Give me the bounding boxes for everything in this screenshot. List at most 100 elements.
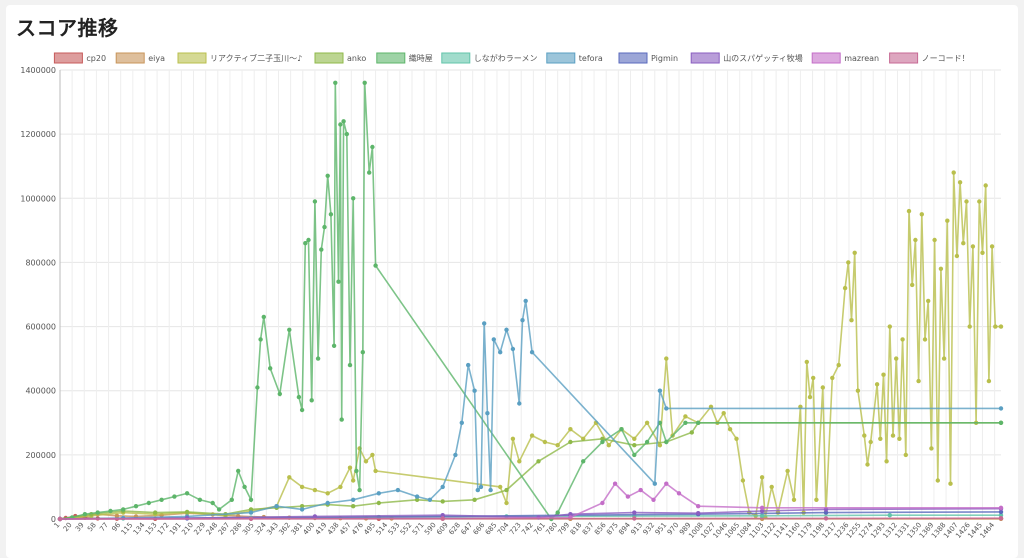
data-point: [970, 244, 976, 249]
data-point: [823, 510, 829, 515]
data-point: [248, 510, 254, 515]
data-point: [536, 459, 541, 464]
data-point: [347, 465, 353, 470]
data-point: [977, 199, 982, 204]
legend-swatch: [889, 52, 919, 64]
data-point: [894, 356, 899, 361]
data-point: [319, 247, 324, 252]
data-point: [322, 224, 327, 230]
data-point: [216, 507, 222, 512]
y-tick-label: 600000: [25, 323, 56, 332]
x-tick-label: 286: [229, 521, 244, 537]
data-point: [510, 436, 516, 441]
legend-label: tefora: [579, 54, 603, 63]
x-tick-label: 343: [265, 521, 280, 536]
legend-label: mazrean: [844, 54, 879, 63]
data-point: [542, 439, 548, 445]
data-point: [268, 366, 273, 371]
data-point: [95, 510, 100, 515]
data-point: [998, 505, 1004, 510]
data-point: [287, 327, 292, 332]
data-point: [862, 433, 867, 438]
data-point: [248, 497, 254, 502]
data-point: [651, 497, 656, 502]
data-point: [440, 513, 445, 518]
data-point: [696, 504, 701, 509]
data-point: [868, 439, 873, 445]
data-point: [568, 439, 573, 445]
data-point: [644, 439, 650, 445]
data-point: [696, 420, 701, 425]
data-point: [336, 279, 341, 284]
data-point: [312, 514, 318, 519]
legend-label: しながわラーメン: [474, 53, 538, 63]
series-line: [59, 82, 1001, 521]
data-point: [769, 484, 774, 490]
legend-swatch: [811, 52, 841, 64]
data-point: [638, 487, 643, 493]
data-point: [373, 263, 378, 268]
data-point: [961, 241, 966, 246]
data-point: [727, 427, 733, 432]
data-point: [980, 250, 985, 255]
data-point: [475, 487, 480, 493]
x-tick-label: 837: [581, 521, 596, 536]
data-point: [414, 494, 420, 499]
x-tick-label: 495: [362, 521, 377, 536]
data-point: [852, 250, 857, 255]
data-point: [932, 237, 937, 243]
x-tick-label: 39: [74, 521, 86, 533]
x-tick-label: 704: [496, 521, 511, 537]
data-point: [734, 436, 739, 441]
x-tick-label: 153: [144, 521, 159, 536]
legend-swatch: [690, 52, 720, 64]
data-point: [370, 144, 375, 150]
data-point: [159, 497, 164, 502]
data-point: [351, 196, 356, 201]
data-point: [248, 507, 254, 512]
data-point: [804, 359, 809, 365]
data-point: [351, 504, 356, 509]
y-tick-label: 1400000: [20, 66, 56, 75]
data-point: [632, 436, 637, 441]
data-point: [376, 491, 381, 496]
data-point: [811, 375, 816, 381]
x-tick-label: 913: [629, 521, 644, 536]
data-point: [367, 170, 372, 175]
data-point: [306, 237, 311, 243]
data-point: [153, 510, 158, 515]
x-tick-label: 248: [205, 521, 220, 536]
y-tick-label: 0: [51, 515, 56, 524]
data-point: [926, 298, 931, 304]
data-point: [785, 468, 790, 474]
data-point: [983, 183, 988, 188]
data-point: [696, 511, 701, 516]
data-point: [881, 372, 886, 377]
x-tick-label: 685: [484, 521, 499, 536]
data-point: [299, 484, 305, 490]
data-point: [967, 324, 972, 329]
chart-grid: [59, 69, 1001, 520]
data-point: [303, 241, 308, 246]
series-: [57, 516, 1004, 522]
data-point: [581, 459, 586, 464]
legend-label: ノーコード！: [922, 54, 970, 63]
data-point: [625, 494, 631, 499]
data-point: [657, 443, 663, 448]
x-tick-label: 20: [62, 521, 74, 533]
x-tick-label: 761: [532, 521, 547, 536]
series-line: [59, 422, 1001, 520]
chart-legend: cp20 eiya リアクティブ二子玉川〜♪ anko 織時屋 しながわラーメン tefor…: [53, 52, 970, 64]
data-point: [916, 378, 921, 384]
data-point: [376, 500, 381, 506]
legend-label: eiya: [148, 54, 165, 63]
data-point: [664, 406, 669, 411]
x-tick-label: 58: [86, 521, 98, 533]
data-point: [459, 420, 464, 425]
data-point: [842, 285, 848, 291]
data-point: [836, 362, 841, 368]
x-tick-label: 305: [241, 521, 256, 536]
x-tick-label: 970: [666, 521, 681, 536]
data-point: [632, 510, 637, 515]
